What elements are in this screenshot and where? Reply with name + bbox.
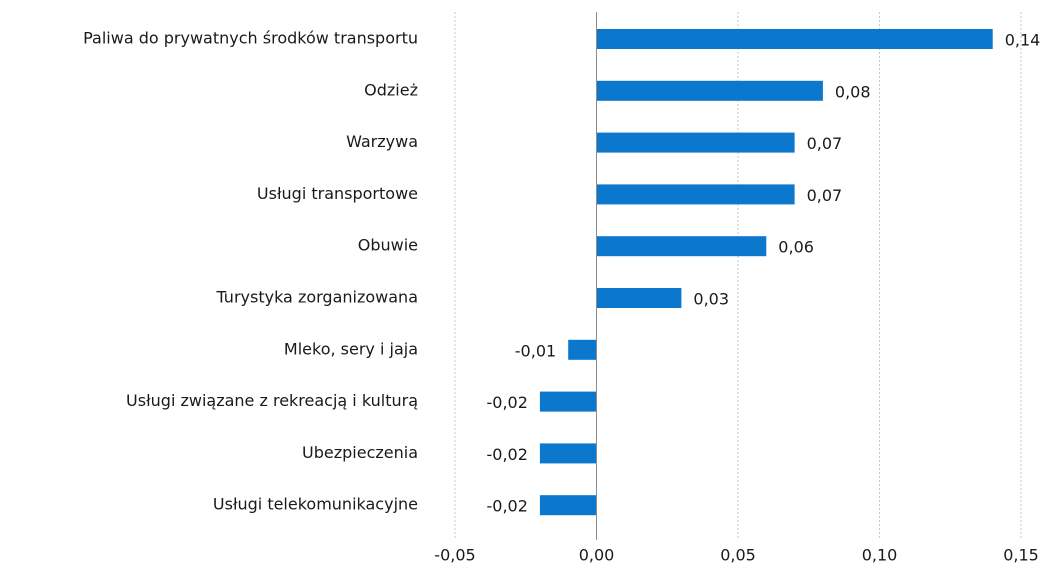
bar xyxy=(596,80,823,101)
x-tick-label: -0,05 xyxy=(434,546,475,565)
x-tick-label: 0,05 xyxy=(720,546,756,565)
value-label: 0,06 xyxy=(778,238,814,257)
bar xyxy=(596,288,682,308)
value-label: 0,14 xyxy=(1005,31,1041,50)
bar xyxy=(596,184,795,205)
category-label: Warzywa xyxy=(346,132,418,151)
category-label: Usługi telekomunikacyjne xyxy=(213,495,418,514)
x-tick-label: 0,15 xyxy=(1003,546,1039,565)
category-label: Paliwa do prywatnych środków transportu xyxy=(83,29,418,48)
value-label: 0,07 xyxy=(807,134,843,153)
bar xyxy=(539,391,597,412)
category-label: Odzież xyxy=(364,80,418,99)
bar xyxy=(568,339,597,360)
value-label: 0,08 xyxy=(835,82,871,101)
x-tick-label: 0,00 xyxy=(579,546,615,565)
value-label: 0,03 xyxy=(693,290,729,309)
bar xyxy=(596,236,767,257)
bar xyxy=(596,29,993,49)
bar xyxy=(539,495,597,516)
category-label: Ubezpieczenia xyxy=(302,443,418,462)
category-label: Usługi związane z rekreacją i kulturą xyxy=(126,391,418,410)
value-label: -0,02 xyxy=(486,445,527,464)
value-label: -0,02 xyxy=(486,497,527,516)
x-tick-label: 0,10 xyxy=(862,546,898,565)
value-label: -0,02 xyxy=(486,393,527,412)
category-label: Turystyka zorganizowana xyxy=(215,288,418,307)
category-label: Mleko, sery i jaja xyxy=(284,339,418,358)
value-label: 0,07 xyxy=(807,186,843,205)
bar xyxy=(539,443,597,464)
bar xyxy=(596,132,795,153)
category-label: Usługi transportowe xyxy=(257,184,418,203)
value-label: -0,01 xyxy=(515,341,556,360)
category-label: Obuwie xyxy=(358,236,418,255)
